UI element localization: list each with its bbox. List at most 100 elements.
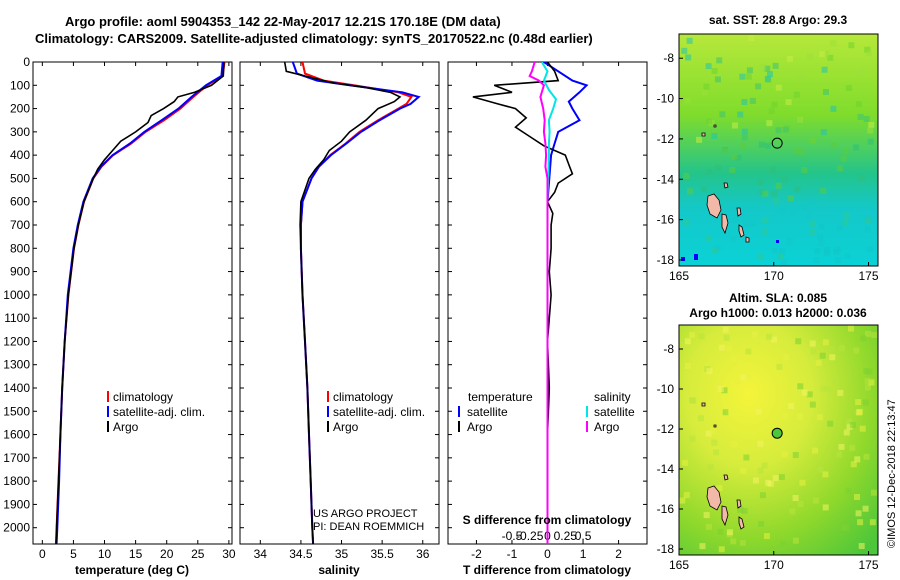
map-texture-cell	[799, 479, 806, 486]
map-texture-cell	[845, 85, 852, 92]
map-texture-cell	[763, 533, 770, 540]
map-texture-cell	[723, 334, 730, 341]
credit-line1: US ARGO PROJECT	[313, 508, 418, 520]
salinity-depth-ticks	[240, 61, 439, 529]
map-texture-cell	[859, 425, 866, 432]
map-texture-cell	[870, 489, 877, 496]
map-texture-cell	[850, 421, 857, 428]
map-texture-cell	[758, 520, 765, 527]
map-texture-cell	[859, 68, 866, 75]
map-texture-cell	[715, 164, 722, 171]
map-texture-cell	[864, 46, 871, 53]
map-texture-cell	[792, 494, 799, 501]
x-tick-label: 5	[70, 547, 77, 561]
depth-tick-label: 1400	[3, 381, 30, 395]
map-texture-cell	[758, 141, 765, 148]
map-y-tick-label: -14	[657, 462, 675, 476]
map-texture-cell	[815, 360, 822, 367]
map-x-tick-label: 170	[764, 558, 784, 572]
legend-swatch-t-argo	[458, 421, 460, 432]
map-texture-cell	[792, 537, 799, 544]
map-texture-cell	[806, 212, 813, 219]
legend-argo: Argo	[113, 420, 139, 434]
map-texture-cell	[853, 347, 860, 354]
difference-depth-ticks	[448, 61, 647, 529]
map-texture-cell	[722, 326, 729, 333]
map-texture-cell	[719, 111, 726, 118]
sst-blue-pixel	[776, 240, 779, 243]
legend-temperature-title: temperature	[468, 390, 533, 404]
map-texture-cell	[844, 212, 851, 219]
map-x-tick-label: 175	[859, 558, 879, 572]
map-texture-cell	[757, 179, 764, 186]
map-texture-cell	[764, 65, 771, 72]
depth-tick-label: 200	[10, 102, 30, 116]
map-texture-cell	[771, 101, 778, 108]
map-y-tick-label: -8	[663, 342, 674, 356]
x-tick-label: -2	[471, 547, 482, 561]
map-texture-cell	[857, 114, 864, 121]
map-texture-cell	[764, 142, 771, 149]
map-texture-cell	[867, 127, 874, 134]
legend-climatology: climatology	[333, 390, 393, 404]
salinity-legend: climatology satellite-adj. clim. Argo	[327, 390, 425, 434]
temperature-panel: 0100200300400500600700800900100011001200…	[3, 55, 236, 577]
map-texture-cell	[794, 186, 801, 193]
map-texture-cell	[759, 64, 766, 71]
map-texture-cell	[683, 219, 690, 226]
map-texture-cell	[706, 368, 713, 375]
map-texture-cell	[762, 216, 769, 223]
x-tick-label: 0	[544, 547, 551, 561]
map-texture-cell	[711, 68, 718, 75]
legend-swatch-argo	[107, 421, 109, 432]
map-texture-cell	[836, 225, 843, 232]
series-line-s-argo	[528, 62, 549, 544]
sla-field-texture	[679, 325, 878, 555]
map-texture-cell	[781, 176, 788, 183]
depth-tick-label: 700	[10, 218, 30, 232]
map-texture-cell	[746, 67, 753, 74]
map-texture-cell	[741, 134, 748, 141]
sla-map-title-line1: Altim. SLA: 0.085	[729, 291, 827, 305]
map-texture-cell	[705, 430, 712, 437]
map-texture-cell	[801, 203, 808, 210]
map-texture-cell	[708, 548, 715, 555]
map-texture-cell	[829, 354, 836, 361]
map-texture-cell	[684, 338, 691, 345]
difference-lines	[472, 62, 589, 544]
map-texture-cell	[697, 415, 704, 422]
map-texture-cell	[824, 247, 831, 254]
map-texture-cell	[865, 384, 872, 391]
map-texture-cell	[737, 111, 744, 118]
depth-tick-label: 1000	[3, 288, 30, 302]
salinity-axes	[239, 61, 440, 545]
map-texture-cell	[789, 508, 796, 515]
map-texture-cell	[722, 147, 729, 154]
map-texture-cell	[748, 34, 755, 41]
map-x-tick-label: 170	[764, 269, 784, 283]
map-texture-cell	[808, 198, 815, 205]
map-texture-cell	[781, 451, 788, 458]
map-texture-cell	[718, 344, 725, 351]
map-texture-cell	[732, 122, 739, 129]
map-texture-cell	[822, 504, 829, 511]
map-y-tick-label: -12	[657, 132, 675, 146]
map-texture-cell	[772, 62, 779, 69]
x-tick-label: 34	[254, 547, 268, 561]
map-texture-cell	[837, 389, 844, 396]
map-texture-cell	[849, 444, 856, 451]
map-texture-cell	[845, 487, 852, 494]
map-texture-cell	[855, 510, 862, 517]
map-texture-cell	[867, 246, 874, 253]
x-tick-label: 36	[416, 547, 430, 561]
salinity-panel: 34 34.5 35 35.5 36 salinity climatology sate…	[239, 61, 440, 577]
map-y-tick-label: -16	[657, 213, 675, 227]
map-texture-cell	[735, 154, 742, 161]
x-tick-label: 2	[615, 547, 622, 561]
depth-tick-label: 0	[23, 55, 30, 69]
map-texture-cell	[845, 418, 852, 425]
map-texture-cell	[737, 357, 744, 364]
map-texture-cell	[713, 449, 720, 456]
depth-tick-label: 1700	[3, 451, 30, 465]
difference-panel: -2 -1 0 1 2 -0.5-0.25 0 0.250.5 T difference f…	[447, 61, 648, 577]
